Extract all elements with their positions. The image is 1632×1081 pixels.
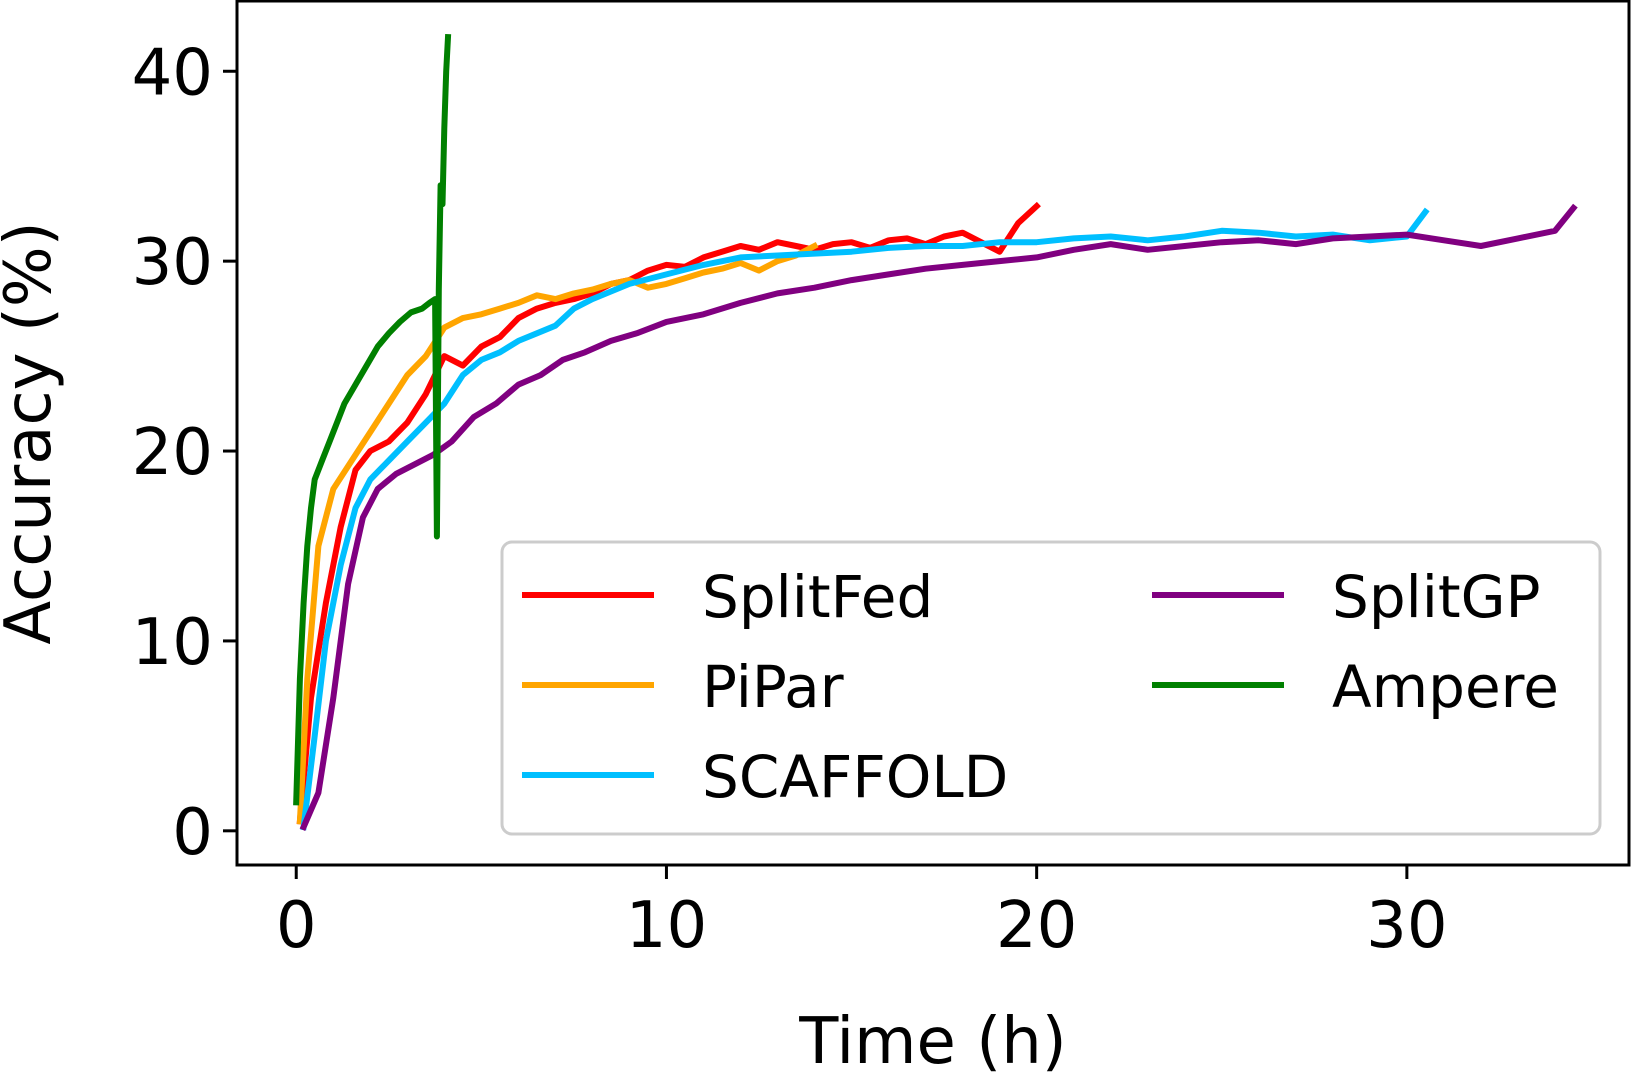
legend-label-ampere: Ampere [1332,653,1559,721]
x-tick-label: 20 [996,889,1077,963]
series-line-pipar [296,241,819,825]
series-line-splitfed [296,201,1041,825]
y-tick-label: 0 [172,796,213,870]
legend-label-pipar: PiPar [702,653,844,721]
series-line-ampere [293,33,452,806]
legend-label-splitgp: SplitGP [1332,563,1541,631]
series-layer [293,33,1578,831]
y-tick-label: 20 [132,416,213,490]
y-axis: 0 10 20 30 40 [132,36,237,870]
y-tick-label: 10 [132,606,213,680]
x-tick-label: 10 [626,889,707,963]
x-axis: 0 10 20 30 [276,865,1448,963]
legend-label-scaffold: SCAFFOLD [702,743,1008,811]
series-line-scaffold [300,207,1430,831]
x-axis-label: Time (h) [798,1005,1066,1079]
legend-label-splitfed: SplitFed [702,563,933,631]
y-axis-label: Accuracy (%) [0,221,66,644]
x-tick-label: 0 [276,889,317,963]
y-tick-label: 40 [132,36,213,110]
series-line-splitgp [299,203,1578,831]
legend: SplitFed PiPar SCAFFOLD SplitGP Ampere [500,540,1602,836]
plot-frame [235,0,1631,867]
x-tick-label: 30 [1366,889,1447,963]
y-tick-label: 30 [132,226,213,300]
legend-box [500,540,1602,836]
